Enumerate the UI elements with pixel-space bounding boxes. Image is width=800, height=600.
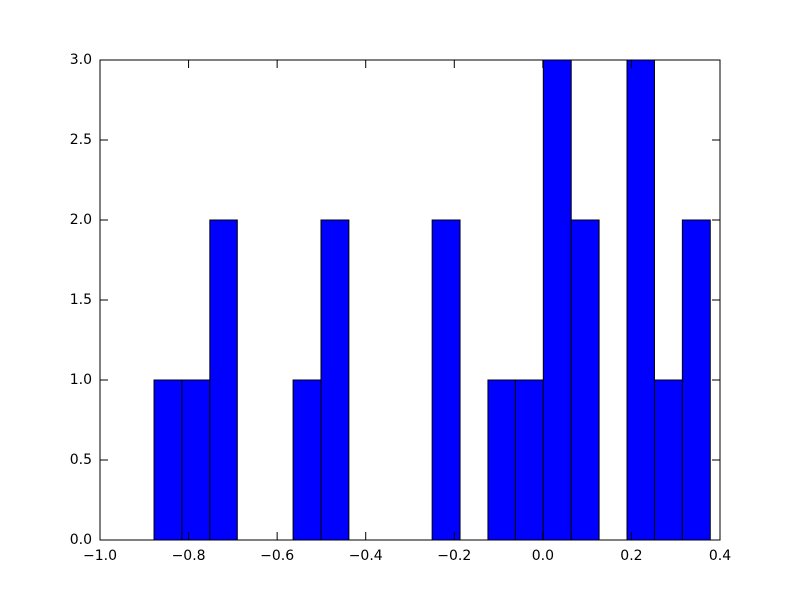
bar [653, 379, 683, 541]
y-tick-label: 0.0 [70, 532, 92, 548]
x-tick-label: −0.6 [260, 548, 294, 564]
x-tick-label: −0.4 [349, 548, 383, 564]
y-tick-label: 2.5 [70, 132, 92, 148]
bar [181, 379, 211, 541]
plot-frame [99, 59, 721, 541]
bar [487, 379, 516, 541]
bar [681, 219, 711, 541]
bar [153, 379, 183, 541]
y-tick-label: 0.5 [70, 452, 92, 468]
bar [209, 219, 238, 541]
bar [514, 379, 544, 541]
bar [431, 219, 461, 541]
x-tick-label: −1.0 [83, 548, 117, 564]
x-tick-label: 0.0 [532, 548, 554, 564]
bar [626, 59, 655, 541]
x-tick-label: −0.2 [437, 548, 471, 564]
x-tick-label: −0.8 [172, 548, 206, 564]
y-tick-label: 1.5 [70, 292, 92, 308]
y-tick-label: 3.0 [70, 52, 92, 68]
x-tick-label: 0.2 [620, 548, 642, 564]
y-tick-label: 2.0 [70, 212, 92, 228]
bar [570, 219, 600, 541]
x-tick-label: 0.4 [709, 548, 731, 564]
bar [292, 379, 322, 541]
bar [320, 219, 350, 541]
y-tick-label: 1.0 [70, 372, 92, 388]
bar [542, 59, 572, 541]
